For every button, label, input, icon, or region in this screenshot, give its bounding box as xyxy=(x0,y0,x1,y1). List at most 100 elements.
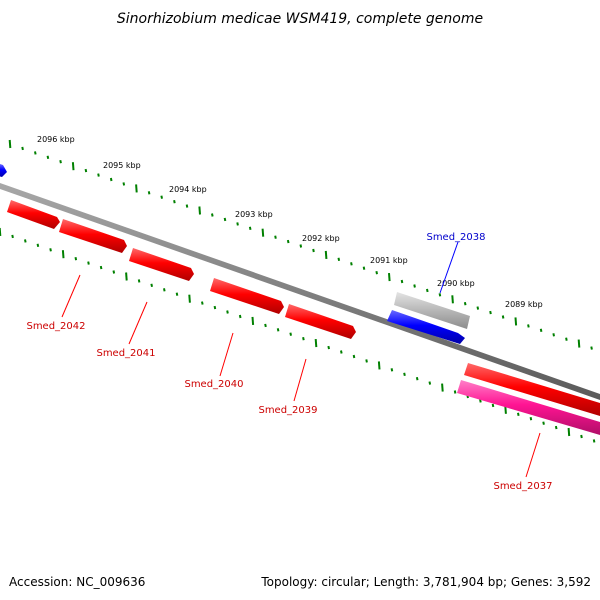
scale-outer-minor-tick xyxy=(489,310,492,315)
scale-inner-major-tick xyxy=(125,272,128,281)
scale-outer-minor-tick xyxy=(413,284,416,288)
scale-outer-minor-tick xyxy=(236,222,239,226)
scale-inner-minor-tick xyxy=(352,354,356,359)
scale-outer-minor-tick xyxy=(463,302,467,306)
scale-outer-minor-tick xyxy=(46,155,50,159)
scale-outer-major-tick xyxy=(577,339,581,348)
scale-labels: 2096 kbp 2095 kbp 2094 kbp 2093 kbp 2092… xyxy=(37,135,543,309)
scale-outer-minor-tick xyxy=(223,217,227,222)
scale-label-2089: 2089 kbp xyxy=(505,300,543,309)
scale-inner-minor-tick xyxy=(11,234,14,239)
map-title: Sinorhizobium medicae WSM419, complete g… xyxy=(117,11,483,27)
scale-outer-major-tick xyxy=(198,206,201,215)
scale-inner-minor-tick xyxy=(213,305,217,310)
scale-outer-major-tick xyxy=(71,162,75,171)
scale-inner-minor-tick xyxy=(49,248,52,252)
scale-inner-minor-tick xyxy=(175,292,179,296)
scale-outer-minor-tick xyxy=(337,257,341,261)
scale-inner-minor-tick xyxy=(150,283,153,287)
scale-inner-minor-tick xyxy=(36,243,40,247)
scale-inner-minor-tick xyxy=(87,261,90,265)
scale-outer-minor-tick xyxy=(173,200,176,204)
gene-label-smed-2040[interactable]: Smed_2040 xyxy=(184,379,243,390)
scale-inner-minor-tick xyxy=(403,372,406,376)
scale-outer-minor-tick xyxy=(552,333,555,337)
scale-inner-minor-tick xyxy=(542,421,545,425)
gene-arrow-smed-2039[interactable] xyxy=(285,304,356,339)
scale-inner-minor-tick xyxy=(491,403,495,408)
scale-outer-minor-tick xyxy=(375,271,378,275)
scale-label-2096: 2096 kbp xyxy=(37,135,75,144)
scale-inner-minor-tick xyxy=(302,337,305,341)
scale-outer-minor-tick xyxy=(21,146,24,151)
callout-smed-2041 xyxy=(128,301,148,345)
scale-inner-major-tick xyxy=(188,294,191,303)
scale-outer-major-tick xyxy=(135,184,138,193)
scale-inner-minor-tick xyxy=(238,314,242,319)
scale-outer-major-tick xyxy=(451,295,454,304)
scale-inner-minor-tick xyxy=(112,270,116,274)
gene-label-smed-2039[interactable]: Smed_2039 xyxy=(258,405,317,416)
scale-label-2095: 2095 kbp xyxy=(103,161,141,170)
gene-arrow-smed-2042[interactable] xyxy=(7,200,60,229)
scale-outer-minor-tick xyxy=(501,315,505,319)
callout-smed-2039 xyxy=(293,358,307,402)
callout-smed-2038 xyxy=(439,241,459,294)
scale-outer-minor-tick xyxy=(84,168,88,173)
scale-inner-minor-tick xyxy=(529,417,533,421)
gene-arrow-smed-2039a[interactable] xyxy=(210,278,284,314)
gene-label-smed-2042[interactable]: Smed_2042 xyxy=(26,321,85,332)
scale-outer-major-tick xyxy=(514,317,518,326)
scale-tick-row-outer xyxy=(8,139,593,350)
scale-outer-minor-tick xyxy=(590,346,593,350)
scale-outer-minor-tick xyxy=(476,306,480,310)
gene-arrow-pseudo xyxy=(394,292,470,329)
scale-inner-major-tick xyxy=(314,339,318,348)
scale-inner-minor-tick xyxy=(479,399,482,403)
callout-smed-2037 xyxy=(525,432,541,478)
scale-outer-minor-tick xyxy=(527,324,530,328)
callout-smed-2042 xyxy=(61,274,81,318)
scale-inner-major-tick xyxy=(441,383,444,392)
scale-inner-minor-tick xyxy=(24,239,27,243)
gene-arrow-smed-2037-upper[interactable] xyxy=(464,363,600,416)
scale-outer-minor-tick xyxy=(274,235,277,239)
scale-inner-minor-tick xyxy=(99,265,103,270)
gene-labels: Smed_2042 Smed_2041 Smed_2040 Smed_2039 … xyxy=(26,232,552,492)
genome-backbone xyxy=(0,183,600,400)
scale-inner-minor-tick xyxy=(163,288,166,292)
scale-outer-minor-tick xyxy=(400,279,404,284)
gene-arrow-smed-2041[interactable] xyxy=(59,219,127,253)
scale-inner-minor-tick xyxy=(137,279,141,283)
topology-text: Topology: circular; Length: 3,781,904 bp… xyxy=(260,575,591,589)
scale-label-2092: 2092 kbp xyxy=(302,234,340,243)
scale-outer-major-tick xyxy=(261,228,265,237)
scale-inner-major-tick xyxy=(61,250,65,259)
scale-outer-minor-tick xyxy=(59,160,62,164)
scale-outer-minor-tick xyxy=(286,239,290,244)
gene-arrow-offscreen-reverse xyxy=(0,164,7,177)
scale-inner-major-tick xyxy=(251,316,255,325)
scale-inner-minor-tick xyxy=(580,434,583,439)
gene-label-smed-2041[interactable]: Smed_2041 xyxy=(96,348,155,359)
scale-inner-minor-tick xyxy=(415,377,419,381)
scale-inner-minor-tick xyxy=(453,390,457,394)
scale-inner-minor-tick xyxy=(365,359,368,363)
scale-inner-minor-tick xyxy=(74,257,78,261)
gene-arrow-smed-2037[interactable] xyxy=(457,380,600,435)
accession-text: Accession: NC_009636 xyxy=(9,575,145,589)
gene-label-smed-2038[interactable]: Smed_2038 xyxy=(426,232,485,243)
scale-outer-major-tick xyxy=(8,139,12,149)
scale-label-2090: 2090 kbp xyxy=(437,279,475,288)
scale-inner-major-tick xyxy=(377,361,381,370)
scale-outer-minor-tick xyxy=(426,288,429,293)
scale-outer-minor-tick xyxy=(312,248,315,253)
scale-inner-major-tick xyxy=(567,427,571,437)
gene-arrow-smed-2040[interactable] xyxy=(129,248,194,281)
gene-arrow-smed-2038[interactable] xyxy=(387,310,465,344)
scale-label-2091: 2091 kbp xyxy=(370,256,408,265)
scale-inner-minor-tick xyxy=(340,350,343,354)
gene-label-smed-2037[interactable]: Smed_2037 xyxy=(493,481,552,492)
scale-outer-minor-tick xyxy=(122,182,126,186)
